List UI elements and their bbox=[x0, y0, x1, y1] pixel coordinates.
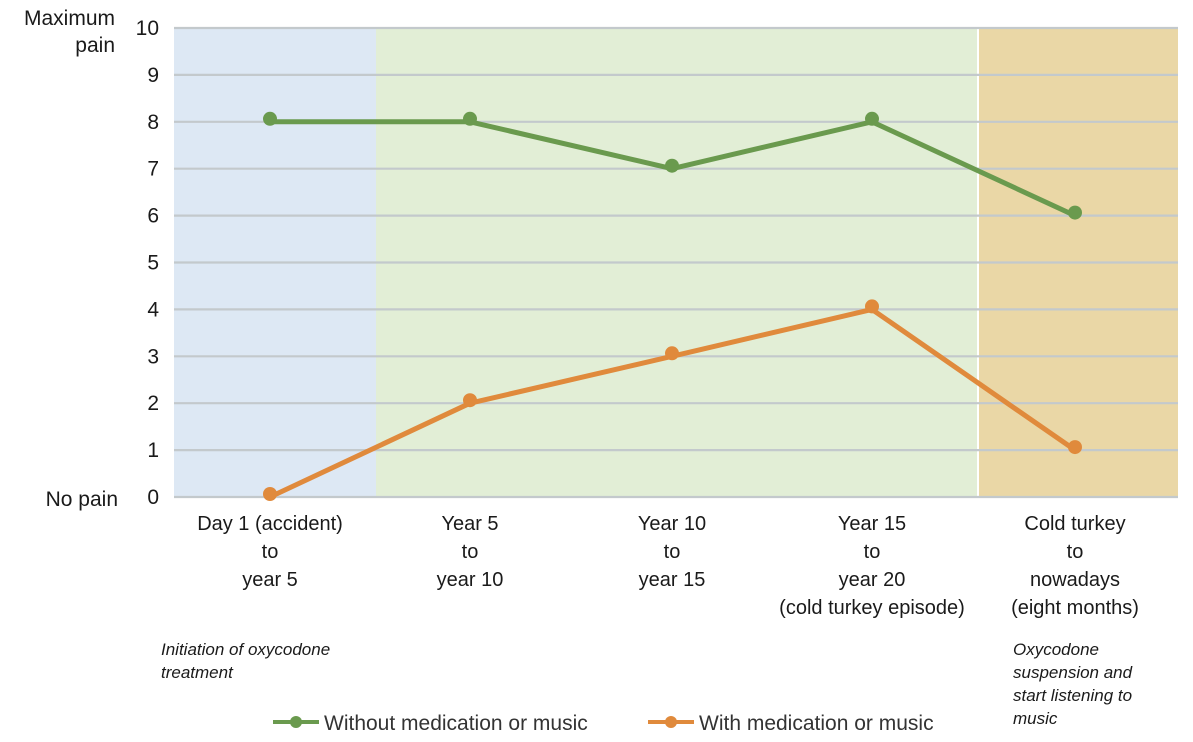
legend-marker bbox=[290, 716, 302, 728]
annotation-note: treatment bbox=[161, 663, 234, 682]
x-category-label: Day 1 (accident) bbox=[197, 513, 343, 535]
y-tick-label: 8 bbox=[147, 111, 159, 134]
y-tick-label: 2 bbox=[147, 392, 159, 415]
x-category-label: Year 10 bbox=[638, 513, 706, 535]
y-tick-label: 1 bbox=[147, 439, 159, 462]
y-tick-label: 4 bbox=[147, 298, 159, 321]
annotation-note: suspension and bbox=[1013, 663, 1133, 682]
y-label-maximum: Maximum bbox=[24, 7, 115, 30]
x-category-label: year 20 bbox=[839, 569, 906, 591]
data-point bbox=[463, 111, 477, 126]
x-category-label: nowadays bbox=[1030, 569, 1120, 591]
x-category-label: to bbox=[664, 541, 681, 563]
y-tick-label: 10 bbox=[136, 17, 159, 40]
x-category-label: to bbox=[462, 541, 479, 563]
x-category-label: (cold turkey episode) bbox=[779, 597, 965, 619]
y-tick-label: 3 bbox=[147, 345, 159, 368]
annotation-note: Oxycodone bbox=[1013, 640, 1099, 659]
data-point bbox=[463, 393, 477, 408]
y-tick-label: 7 bbox=[147, 158, 159, 181]
x-category-label: year 10 bbox=[437, 569, 504, 591]
data-point bbox=[865, 111, 879, 126]
x-category-label: year 15 bbox=[639, 569, 706, 591]
y-tick-label: 9 bbox=[147, 64, 159, 87]
x-category-label: Year 15 bbox=[838, 513, 906, 535]
x-category-label: Cold turkey bbox=[1024, 513, 1125, 535]
x-category-label: (eight months) bbox=[1011, 597, 1139, 619]
y-tick-label: 6 bbox=[147, 205, 159, 228]
data-point bbox=[263, 111, 277, 126]
x-category-label: to bbox=[262, 541, 279, 563]
data-point bbox=[665, 158, 679, 173]
legend-label: Without medication or music bbox=[324, 712, 588, 735]
y-label-pain: pain bbox=[75, 34, 115, 57]
data-point bbox=[1068, 205, 1082, 220]
y-tick-label: 0 bbox=[147, 486, 159, 509]
annotation-note: music bbox=[1013, 709, 1058, 728]
annotation-note: Initiation of oxycodone bbox=[161, 640, 330, 659]
x-category-label: year 5 bbox=[242, 569, 298, 591]
y-label-no-pain: No pain bbox=[46, 488, 118, 511]
x-category-label: to bbox=[1067, 541, 1084, 563]
data-point bbox=[263, 487, 277, 501]
legend-label: With medication or music bbox=[699, 712, 934, 735]
data-point bbox=[665, 346, 679, 361]
legend-marker bbox=[665, 716, 677, 728]
annotation-note: start listening to bbox=[1013, 686, 1132, 705]
y-tick-label: 5 bbox=[147, 252, 159, 275]
data-point bbox=[865, 299, 879, 314]
x-category-label: to bbox=[864, 541, 881, 563]
x-category-label: Year 5 bbox=[441, 513, 498, 535]
data-point bbox=[1068, 440, 1082, 455]
